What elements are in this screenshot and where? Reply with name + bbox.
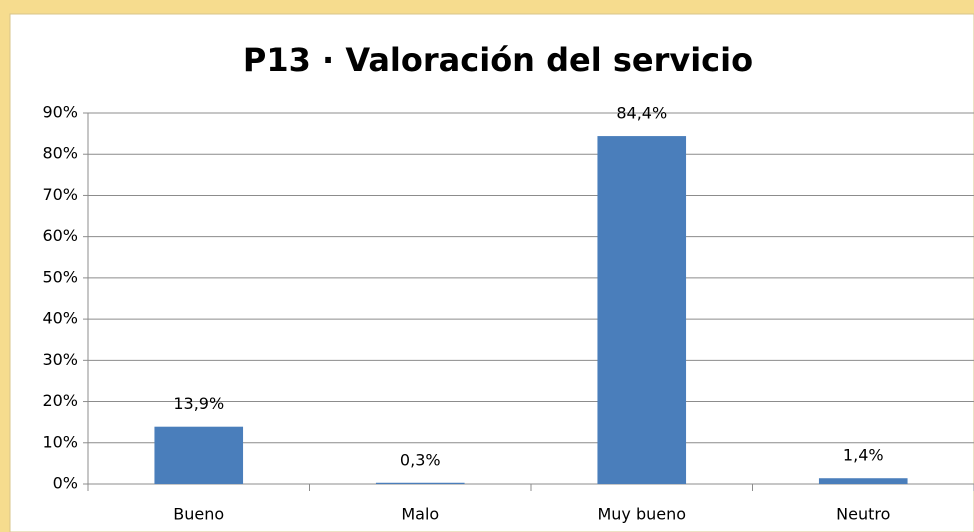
bar: [597, 136, 687, 484]
data-label: 0,3%: [400, 450, 441, 469]
x-tick-label: Muy bueno: [597, 505, 686, 524]
bar: [154, 426, 244, 484]
chart-title: P13 · Valoración del servicio: [243, 41, 753, 79]
y-tick-label: 0%: [53, 474, 78, 493]
y-tick-label: 60%: [42, 226, 78, 245]
y-tick-label: 50%: [42, 267, 78, 286]
bar: [818, 478, 908, 484]
data-label: 84,4%: [616, 104, 667, 123]
y-tick-label: 40%: [42, 309, 78, 328]
y-tick-label: 30%: [42, 350, 78, 369]
bar: [375, 482, 465, 484]
y-tick-label: 90%: [42, 103, 78, 122]
y-tick-label: 10%: [42, 432, 78, 451]
x-tick-label: Neutro: [836, 505, 890, 524]
data-label: 1,4%: [843, 446, 884, 465]
y-tick-label: 80%: [42, 144, 78, 163]
x-tick-label: Bueno: [173, 505, 224, 524]
x-tick-label: Malo: [401, 505, 439, 524]
y-tick-label: 70%: [42, 185, 78, 204]
y-tick-label: 20%: [42, 391, 78, 410]
data-label: 13,9%: [173, 394, 224, 413]
